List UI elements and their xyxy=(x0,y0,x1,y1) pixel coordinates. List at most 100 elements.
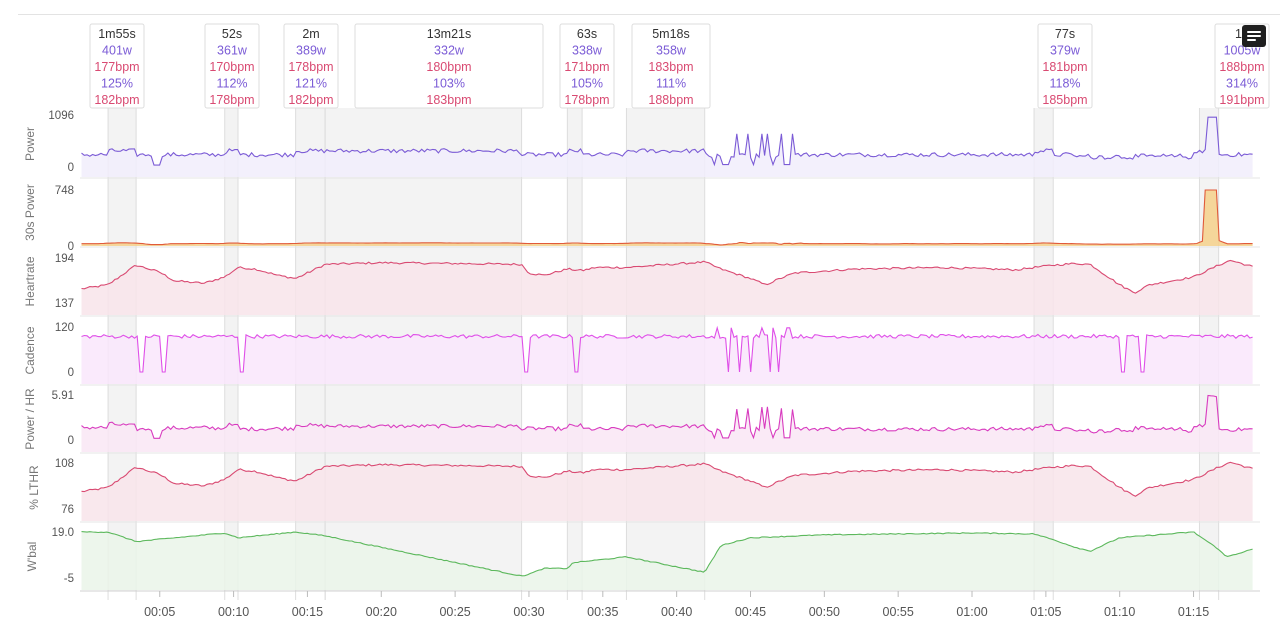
interval-max-hr: 178bpm xyxy=(564,93,609,107)
interval-avg-hr: 188bpm xyxy=(1219,60,1264,74)
interval-avg-hr: 183bpm xyxy=(648,60,693,74)
interval-duration: 2m xyxy=(302,27,319,41)
interval-avg-hr: 180bpm xyxy=(426,60,471,74)
interval-avg-power: 332w xyxy=(434,44,465,58)
interval-pct-ftp: 111% xyxy=(656,77,686,91)
interval-avg-power: 389w xyxy=(296,44,327,58)
y-min-label: 0 xyxy=(68,162,74,174)
y-max-label: 108 xyxy=(55,458,74,470)
x-tick-label: 00:25 xyxy=(439,605,470,619)
x-tick-label: 01:05 xyxy=(1030,605,1061,619)
x-tick-label: 00:30 xyxy=(513,605,544,619)
interval-avg-power: 361w xyxy=(217,44,248,58)
interval-pct-ftp: 105% xyxy=(571,77,603,91)
x-axis: 00:05 00:10 00:15 00:20 00:25 00:30 00:35 00:40… xyxy=(80,590,1260,619)
series-line[interactable] xyxy=(81,116,1253,167)
x-tick-label: 00:10 xyxy=(218,605,249,619)
interval-label-box[interactable]: 13m21s 332w 180bpm 103% 183bpm xyxy=(354,23,544,109)
y-max-label: 194 xyxy=(55,253,75,265)
panel-label: % LTHR xyxy=(27,465,41,510)
interval-pct-ftp: 112% xyxy=(216,77,247,91)
interval-label-box[interactable]: 77s 379w 181bpm 118% 185bpm xyxy=(1037,23,1093,109)
panel-label: Cadence xyxy=(23,326,37,374)
notes-icon[interactable] xyxy=(1242,25,1266,47)
interval-box-frame xyxy=(204,23,260,109)
interval-avg-hr: 181bpm xyxy=(1042,60,1087,74)
interval-avg-hr: 170bpm xyxy=(209,60,254,74)
interval-duration: 1m55s xyxy=(98,27,136,41)
interval-max-hr: 182bpm xyxy=(94,93,139,107)
y-min-label: 0 xyxy=(68,367,74,379)
panel-power-hr[interactable]: 5.91 0 Power / HR xyxy=(23,388,1260,454)
interval-shade-4[interactable] xyxy=(567,108,583,591)
interval-pct-ftp: 103% xyxy=(433,77,465,91)
y-max-label: 120 xyxy=(55,322,74,334)
x-tick-label: 00:55 xyxy=(883,605,914,619)
y-min-label: 0 xyxy=(68,241,74,253)
y-min-label: -5 xyxy=(64,573,74,585)
series-fill xyxy=(81,395,1253,452)
y-max-label: 19.0 xyxy=(52,527,74,539)
y-min-label: 137 xyxy=(55,298,74,310)
x-tick-label: 01:00 xyxy=(956,605,987,619)
interval-label-box[interactable]: 2m 389w 178bpm 121% 182bpm xyxy=(283,23,339,109)
y-max-label: 748 xyxy=(55,185,74,197)
panel-label: Power xyxy=(23,127,37,161)
interval-label-box[interactable]: 52s 361w 170bpm 112% 178bpm xyxy=(204,23,260,109)
panel-label: W'bal xyxy=(25,542,39,572)
interval-max-hr: 185bpm xyxy=(1042,93,1087,107)
panel-cadence[interactable]: 120 0 Cadence xyxy=(23,322,1260,386)
y-max-label: 5.91 xyxy=(52,390,74,402)
x-tick-label: 00:45 xyxy=(735,605,766,619)
panel-label: 30s Power xyxy=(23,184,37,241)
x-tick-label: 00:15 xyxy=(292,605,323,619)
interval-label-box[interactable]: 63s 338w 171bpm 105% 178bpm xyxy=(559,23,615,109)
interval-max-hr: 188bpm xyxy=(648,93,693,107)
interval-avg-power: 401w xyxy=(102,44,133,58)
interval-box-frame xyxy=(283,23,339,109)
x-tick-label: 00:20 xyxy=(366,605,397,619)
interval-pct-ftp: 125% xyxy=(101,77,133,91)
series-fill xyxy=(81,462,1253,521)
series-line[interactable] xyxy=(81,189,1253,246)
series-fill xyxy=(81,327,1253,384)
interval-avg-power: 338w xyxy=(572,44,603,58)
interval-max-hr: 178bpm xyxy=(209,93,254,107)
series-line[interactable] xyxy=(81,259,1253,294)
series-fill xyxy=(81,117,1253,177)
panel-label: Heartrate xyxy=(23,256,37,306)
series-line[interactable] xyxy=(81,461,1253,497)
series-line[interactable] xyxy=(81,531,1253,577)
y-min-label: 76 xyxy=(61,504,74,516)
interval-box-frame xyxy=(559,23,615,109)
x-tick-label: 00:35 xyxy=(587,605,618,619)
panel-power[interactable]: 1096 0 Power xyxy=(23,110,1260,179)
interval-avg-hr: 178bpm xyxy=(288,60,333,74)
x-tick-label: 01:10 xyxy=(1104,605,1135,619)
panel-30s-power[interactable]: 748 0 30s Power xyxy=(23,184,1260,253)
interval-label-box[interactable]: 5m18s 358w 183bpm 111% 188bpm xyxy=(631,23,711,109)
panel-heartrate[interactable]: 194 137 Heartrate xyxy=(23,253,1260,317)
interval-label-box[interactable]: 1m55s 401w 177bpm 125% 182bpm xyxy=(89,23,145,109)
x-tick-label: 01:15 xyxy=(1178,605,1209,619)
interval-pct-ftp: 118% xyxy=(1049,77,1080,91)
top-border xyxy=(18,14,1280,15)
interval-max-hr: 182bpm xyxy=(288,93,333,107)
interval-box-frame xyxy=(631,23,711,109)
panel--lthr[interactable]: 108 76 % LTHR xyxy=(27,458,1260,523)
interval-box-frame xyxy=(89,23,145,109)
interval-box-frame xyxy=(1037,23,1093,109)
interval-pct-ftp: 314% xyxy=(1226,77,1258,91)
series-line[interactable] xyxy=(81,394,1253,440)
interval-pct-ftp: 121% xyxy=(295,77,327,91)
interval-avg-power: 1005w xyxy=(1224,44,1262,58)
y-min-label: 0 xyxy=(68,435,74,447)
interval-avg-power: 379w xyxy=(1050,44,1081,58)
y-max-label: 1096 xyxy=(48,110,74,122)
panel-label: Power / HR xyxy=(23,388,37,450)
interval-avg-hr: 177bpm xyxy=(94,60,139,74)
interval-avg-hr: 171bpm xyxy=(564,60,609,74)
series-line[interactable] xyxy=(81,325,1253,373)
